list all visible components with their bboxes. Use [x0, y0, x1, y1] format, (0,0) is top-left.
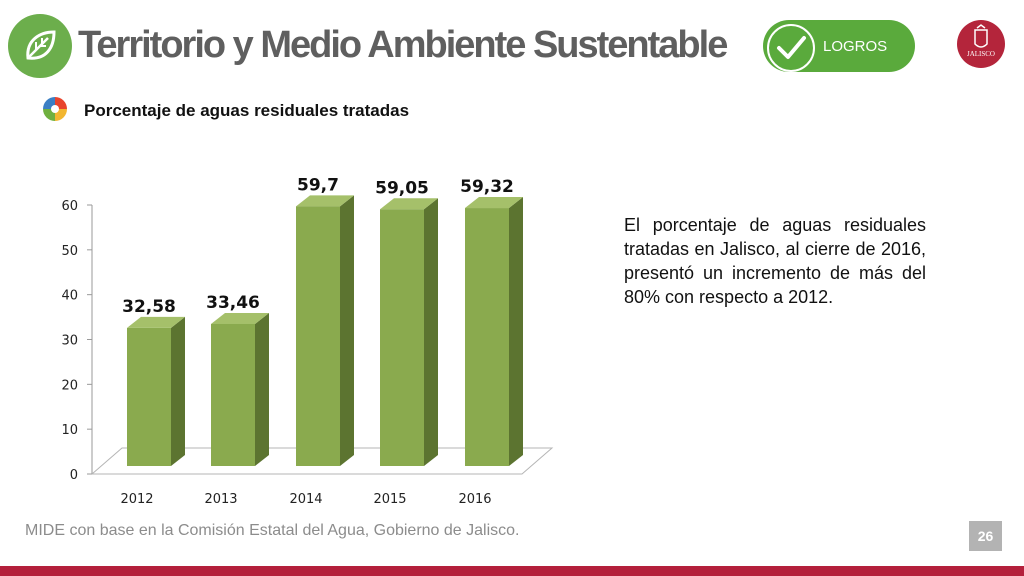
- logros-label: LOGROS: [823, 38, 888, 55]
- bar-top: [211, 312, 269, 324]
- data-label: 32,58: [122, 297, 176, 317]
- bar: [211, 323, 255, 466]
- bar-top: [296, 195, 354, 207]
- bar: [296, 206, 340, 466]
- bottom-bar: [0, 566, 1024, 576]
- x-tick-label: 2014: [289, 492, 322, 507]
- x-tick-label: 2016: [458, 492, 491, 507]
- bar: [465, 208, 509, 467]
- bar-chart: 0 10 20 30 40 50 60 32,58 2012 33,46 2013 59,7 2014 5…: [61, 175, 554, 507]
- source-note: MIDE con base en la Comisión Estatal del…: [25, 522, 520, 539]
- data-label: 33,46: [206, 293, 260, 313]
- y-tick-label: 40: [61, 289, 78, 304]
- y-tick-label: 60: [61, 199, 78, 214]
- bar-top: [465, 197, 523, 209]
- bar-side: [424, 198, 438, 467]
- seal-text: JALISCO: [966, 50, 995, 58]
- leaf-icon: [8, 14, 72, 78]
- chart-subtitle: Porcentaje de aguas residuales tratadas: [84, 101, 410, 120]
- data-label: 59,7: [297, 175, 339, 195]
- y-tick-label: 50: [61, 244, 78, 259]
- color-wheel-icon: [42, 96, 68, 122]
- x-tick-label: 2015: [373, 492, 406, 507]
- bar: [380, 209, 424, 467]
- page-title: Territorio y Medio Ambiente Sustentable: [78, 24, 728, 66]
- bar: [127, 327, 171, 466]
- bar-side: [340, 195, 354, 466]
- chart-floor: [90, 447, 554, 475]
- bar-top: [380, 198, 438, 210]
- description-text: El porcentaje de aguas residuales tratad…: [624, 215, 926, 307]
- bar-side: [171, 316, 185, 466]
- page-number: 26: [969, 521, 1002, 551]
- jalisco-seal-logo: JALISCO: [957, 20, 1005, 68]
- y-tick-label: 30: [61, 334, 78, 349]
- bar-side: [509, 197, 523, 467]
- bar-top: [127, 316, 185, 328]
- x-tick-label: 2012: [120, 492, 153, 507]
- data-label: 59,32: [460, 177, 514, 197]
- y-tick-label: 10: [61, 423, 78, 438]
- bar-side: [255, 312, 269, 466]
- y-tick-label: 0: [70, 468, 78, 483]
- data-label: 59,05: [375, 178, 429, 198]
- y-tick-label: 20: [61, 378, 78, 393]
- checkmark-icon: [767, 24, 815, 72]
- x-tick-label: 2013: [204, 492, 237, 507]
- logros-badge: LOGROS: [763, 20, 915, 72]
